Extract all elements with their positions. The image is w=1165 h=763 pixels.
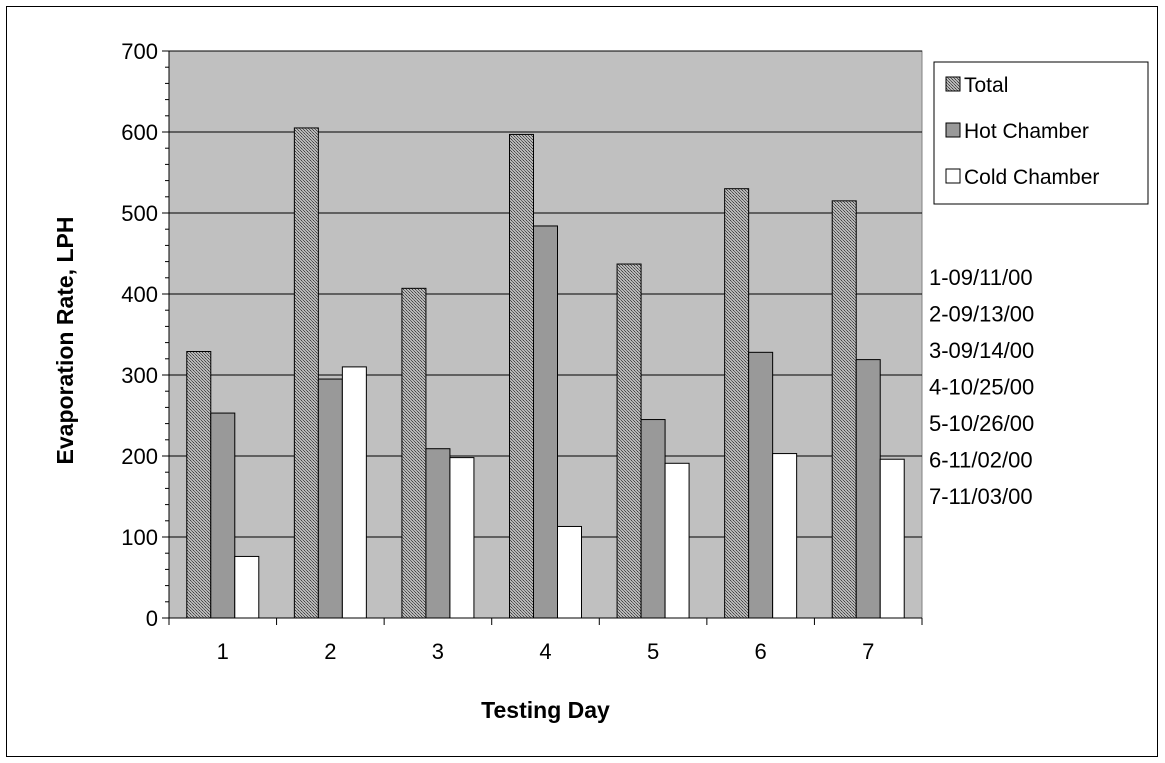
bar-total-day-1 (186, 351, 212, 619)
date-annotation: 7-11/03/00 (929, 484, 1033, 509)
bar-hot-chamber-day-5 (640, 419, 666, 619)
bar-hot-chamber-day-1 (210, 412, 236, 619)
x-tick-label: 1 (217, 639, 229, 664)
legend-label: Cold Chamber (964, 166, 1099, 189)
bar-cold-chamber-day-4 (557, 525, 582, 619)
date-annotation: 4-10/25/00 (929, 375, 1034, 400)
y-tick-label: 200 (121, 444, 158, 469)
bar-total-day-3 (401, 287, 427, 619)
legend-swatch (945, 76, 961, 92)
bar-hot-chamber-day-7 (855, 359, 881, 619)
date-annotation: 5-10/26/00 (929, 411, 1034, 436)
legend-label: Total (964, 74, 1008, 97)
date-annotation: 3-09/14/00 (929, 338, 1034, 363)
bar-hot-chamber-day-4 (533, 225, 558, 619)
bar-cold-chamber-day-2 (341, 366, 367, 619)
y-axis-title: Evaporation Rate, LPH (52, 217, 78, 465)
y-tick-label: 0 (146, 606, 158, 631)
y-tick-label: 400 (121, 282, 158, 307)
y-tick-label: 600 (121, 120, 158, 145)
y-tick-label: 700 (121, 39, 158, 64)
y-tick-label: 300 (121, 363, 158, 388)
x-axis-title: Testing Day (481, 697, 610, 723)
bars (186, 127, 905, 619)
tick-labels: 0 100 200 300 400 500 600 700 1 2 3 4 5 6 7 (121, 39, 874, 664)
chart-frame: 0 100 200 300 400 500 600 700 1 2 3 4 5 6 7 Testing Da… (6, 6, 1158, 757)
date-annotation: 1-09/11/00 (929, 265, 1033, 290)
date-annotations: 1-09/11/00 2-09/13/00 3-09/14/00 4-10/25/00… (929, 265, 1034, 509)
bar-cold-chamber-day-5 (664, 462, 690, 619)
bar-cold-chamber-day-1 (234, 555, 260, 619)
legend: Total Hot Chamber Cold Chamber (933, 61, 1149, 205)
y-tick-label: 500 (121, 201, 158, 226)
date-annotation: 2-09/13/00 (929, 302, 1034, 327)
bar-hot-chamber-day-6 (748, 351, 774, 619)
x-tick-label: 2 (324, 639, 336, 664)
x-tick-label: 4 (539, 639, 551, 664)
bar-total-day-6 (724, 188, 750, 619)
x-tick-label: 6 (755, 639, 767, 664)
bar-total-day-2 (293, 127, 319, 619)
legend-swatch (945, 122, 961, 138)
bar-hot-chamber-day-3 (425, 448, 451, 619)
legend-swatch (945, 168, 961, 184)
bar-total-day-4 (509, 133, 534, 619)
bar-cold-chamber-day-3 (449, 457, 475, 619)
date-annotation: 6-11/02/00 (929, 448, 1033, 473)
legend-box (933, 61, 1149, 205)
x-tick-label: 3 (432, 639, 444, 664)
y-tick-label: 100 (121, 525, 158, 550)
bar-hot-chamber-day-2 (317, 378, 343, 619)
legend-label: Hot Chamber (964, 120, 1089, 143)
bar-total-day-5 (616, 263, 642, 619)
axes (162, 50, 923, 625)
bar-cold-chamber-day-6 (772, 453, 798, 619)
bar-total-day-7 (831, 200, 857, 619)
x-tick-label: 7 (862, 639, 874, 664)
bar-chart: 0 100 200 300 400 500 600 700 1 2 3 4 5 6 7 Testing Da… (52, 39, 1149, 723)
x-tick-label: 5 (647, 639, 659, 664)
bar-cold-chamber-day-7 (879, 458, 905, 619)
